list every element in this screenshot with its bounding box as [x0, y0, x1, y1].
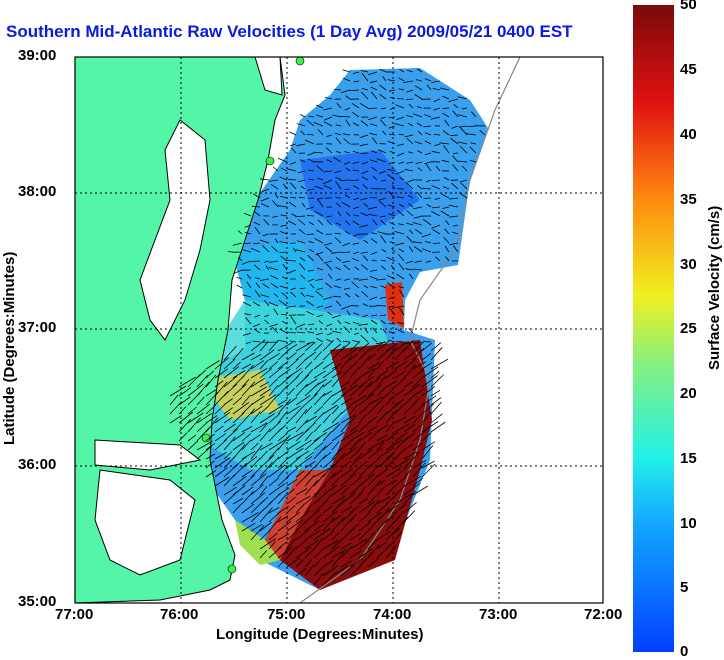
- y-tick-label: 37:00: [18, 319, 56, 336]
- velocity-arrow: [434, 135, 440, 136]
- x-tick-label: 77:00: [55, 606, 93, 623]
- colorbar-tick: 10: [680, 515, 697, 532]
- station-marker: [228, 565, 236, 573]
- velocity-arrow: [237, 285, 242, 288]
- velocity-arrow: [343, 70, 351, 72]
- colorbar-tick: 35: [680, 191, 697, 208]
- velocity-arrow: [306, 234, 314, 235]
- x-tick-label: 72:00: [584, 606, 622, 623]
- velocity-arrow: [360, 153, 368, 154]
- station-marker: [266, 157, 274, 165]
- x-tick-label: 76:00: [160, 606, 198, 623]
- colorbar-tick: 20: [680, 385, 697, 402]
- colorbar-tick: 45: [680, 61, 697, 78]
- velocity-arrow: [443, 108, 450, 109]
- velocity-arrow: [251, 261, 260, 262]
- y-tick-label: 38:00: [18, 183, 56, 200]
- velocity-arrow: [300, 115, 305, 118]
- x-axis-label: Longitude (Degrees:Minutes): [216, 626, 424, 643]
- x-tick-label: 74:00: [373, 606, 411, 623]
- colorbar-tick: 40: [680, 126, 697, 143]
- velocity-arrow: [431, 414, 442, 423]
- colorbar-tick: 5: [680, 579, 688, 596]
- colorbar-tick: 50: [680, 0, 697, 13]
- colorbar-tick: 0: [680, 643, 688, 660]
- velocity-arrow: [344, 189, 350, 190]
- velocity-arrow: [431, 422, 445, 432]
- x-tick-label: 73:00: [479, 606, 517, 623]
- colorbar-label: Surface Velocity (cm/s): [706, 206, 723, 370]
- y-tick-label: 36:00: [18, 456, 56, 473]
- colorbar-tick: 25: [680, 320, 697, 337]
- colorbar-tick: 30: [680, 256, 697, 273]
- x-tick-label: 75:00: [267, 606, 305, 623]
- velocity-arrow: [290, 132, 296, 135]
- colorbar-gradient: [633, 5, 674, 652]
- station-marker: [296, 57, 304, 65]
- velocity-arrow: [389, 324, 396, 325]
- y-tick-label: 35:00: [18, 593, 56, 610]
- colorbar-tick: 15: [680, 450, 697, 467]
- y-tick-label: 39:00: [18, 47, 56, 64]
- velocity-arrow: [376, 306, 386, 307]
- y-axis-label: Latitude (Degrees:Minutes): [1, 252, 18, 445]
